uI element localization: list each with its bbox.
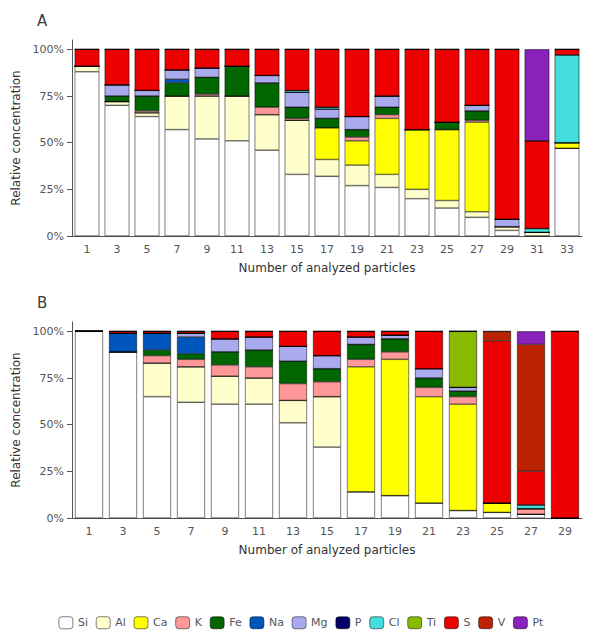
- svg-text:15: 15: [320, 525, 334, 538]
- svg-text:25: 25: [490, 525, 504, 538]
- svg-text:Number of analyzed particles: Number of analyzed particles: [239, 543, 416, 557]
- svg-text:100%: 100%: [33, 325, 64, 338]
- svg-text:29: 29: [500, 243, 514, 256]
- svg-text:7: 7: [188, 525, 195, 538]
- svg-text:S: S: [463, 616, 470, 629]
- svg-text:19: 19: [388, 525, 402, 538]
- svg-text:11: 11: [230, 243, 244, 256]
- svg-text:1: 1: [86, 525, 93, 538]
- svg-text:27: 27: [470, 243, 484, 256]
- svg-text:V: V: [498, 616, 506, 629]
- svg-text:25: 25: [440, 243, 454, 256]
- svg-text:Relative concentration: Relative concentration: [9, 70, 23, 205]
- svg-text:19: 19: [350, 243, 364, 256]
- svg-text:11: 11: [252, 525, 266, 538]
- svg-text:5: 5: [144, 243, 151, 256]
- svg-text:50%: 50%: [40, 418, 64, 431]
- svg-text:Ti: Ti: [426, 616, 436, 629]
- svg-text:17: 17: [354, 525, 368, 538]
- svg-text:Mg: Mg: [311, 616, 327, 629]
- svg-text:25%: 25%: [40, 183, 64, 196]
- svg-text:Pt: Pt: [532, 616, 544, 629]
- svg-text:27: 27: [524, 525, 538, 538]
- svg-text:17: 17: [320, 243, 334, 256]
- svg-text:Al: Al: [115, 616, 126, 629]
- svg-text:Si: Si: [78, 616, 88, 629]
- svg-text:Number of analyzed particles: Number of analyzed particles: [239, 261, 416, 275]
- svg-text:0%: 0%: [47, 512, 64, 525]
- svg-text:1: 1: [84, 243, 91, 256]
- svg-text:9: 9: [204, 243, 211, 256]
- svg-text:5: 5: [154, 525, 161, 538]
- svg-text:Cl: Cl: [389, 616, 400, 629]
- svg-text:15: 15: [290, 243, 304, 256]
- svg-text:50%: 50%: [40, 136, 64, 149]
- svg-text:P: P: [355, 616, 362, 629]
- svg-text:Relative concentration: Relative concentration: [9, 352, 23, 487]
- svg-text:23: 23: [456, 525, 470, 538]
- svg-text:100%: 100%: [33, 43, 64, 56]
- svg-text:23: 23: [410, 243, 424, 256]
- svg-text:21: 21: [422, 525, 436, 538]
- svg-text:7: 7: [174, 243, 181, 256]
- svg-text:21: 21: [380, 243, 394, 256]
- svg-text:13: 13: [286, 525, 300, 538]
- svg-text:31: 31: [530, 243, 544, 256]
- svg-text:33: 33: [560, 243, 574, 256]
- svg-text:29: 29: [558, 525, 572, 538]
- svg-text:9: 9: [222, 525, 229, 538]
- svg-text:0%: 0%: [47, 230, 64, 243]
- svg-text:75%: 75%: [40, 90, 64, 103]
- svg-text:Fe: Fe: [229, 616, 242, 629]
- svg-text:B: B: [37, 294, 47, 312]
- svg-text:A: A: [37, 12, 48, 30]
- svg-text:25%: 25%: [40, 465, 64, 478]
- svg-text:Ca: Ca: [153, 616, 167, 629]
- svg-text:13: 13: [260, 243, 274, 256]
- svg-text:3: 3: [120, 525, 127, 538]
- svg-text:Na: Na: [269, 616, 284, 629]
- svg-text:3: 3: [114, 243, 121, 256]
- svg-text:75%: 75%: [40, 372, 64, 385]
- svg-text:K: K: [195, 616, 203, 629]
